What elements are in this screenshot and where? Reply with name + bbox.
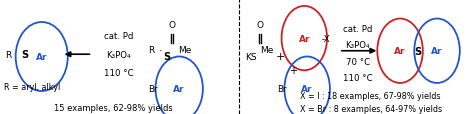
Text: Ar: Ar: [36, 53, 47, 61]
Text: R: R: [5, 50, 12, 59]
Text: O: O: [168, 21, 175, 30]
Text: 110 °C: 110 °C: [343, 73, 373, 82]
Text: S: S: [21, 50, 28, 60]
Text: R: R: [148, 46, 155, 55]
Text: Me: Me: [178, 46, 191, 55]
Text: S: S: [163, 52, 171, 62]
Text: Ar: Ar: [301, 84, 313, 93]
Text: Ar: Ar: [431, 47, 443, 56]
Text: X = Br : 8 examples, 64-97% yields: X = Br : 8 examples, 64-97% yields: [300, 104, 442, 113]
Text: O: O: [256, 21, 263, 30]
Text: Ar: Ar: [299, 34, 310, 43]
Text: K₃PO₄: K₃PO₄: [346, 41, 370, 50]
Text: 15 examples, 62-98% yields: 15 examples, 62-98% yields: [55, 103, 173, 112]
Text: Br: Br: [277, 84, 286, 93]
Text: cat. Pd: cat. Pd: [343, 25, 373, 34]
Text: K₃PO₄: K₃PO₄: [106, 50, 131, 59]
Text: Ar: Ar: [173, 84, 185, 93]
Text: X = I : 18 examples, 67-98% yields: X = I : 18 examples, 67-98% yields: [300, 91, 440, 100]
Text: Me: Me: [260, 46, 273, 55]
Text: +: +: [275, 52, 285, 62]
Text: 70 °C: 70 °C: [346, 57, 370, 66]
Text: 110 °C: 110 °C: [104, 69, 133, 77]
Text: KS: KS: [246, 53, 257, 61]
Text: Ar: Ar: [394, 47, 406, 56]
Text: R = aryl, alkyl: R = aryl, alkyl: [4, 82, 60, 91]
Text: +: +: [289, 66, 297, 76]
Text: S: S: [414, 46, 422, 56]
Text: Br: Br: [148, 84, 157, 93]
Text: ·: ·: [158, 45, 162, 55]
Text: -X: -X: [322, 34, 330, 43]
Text: cat. Pd: cat. Pd: [104, 32, 133, 41]
